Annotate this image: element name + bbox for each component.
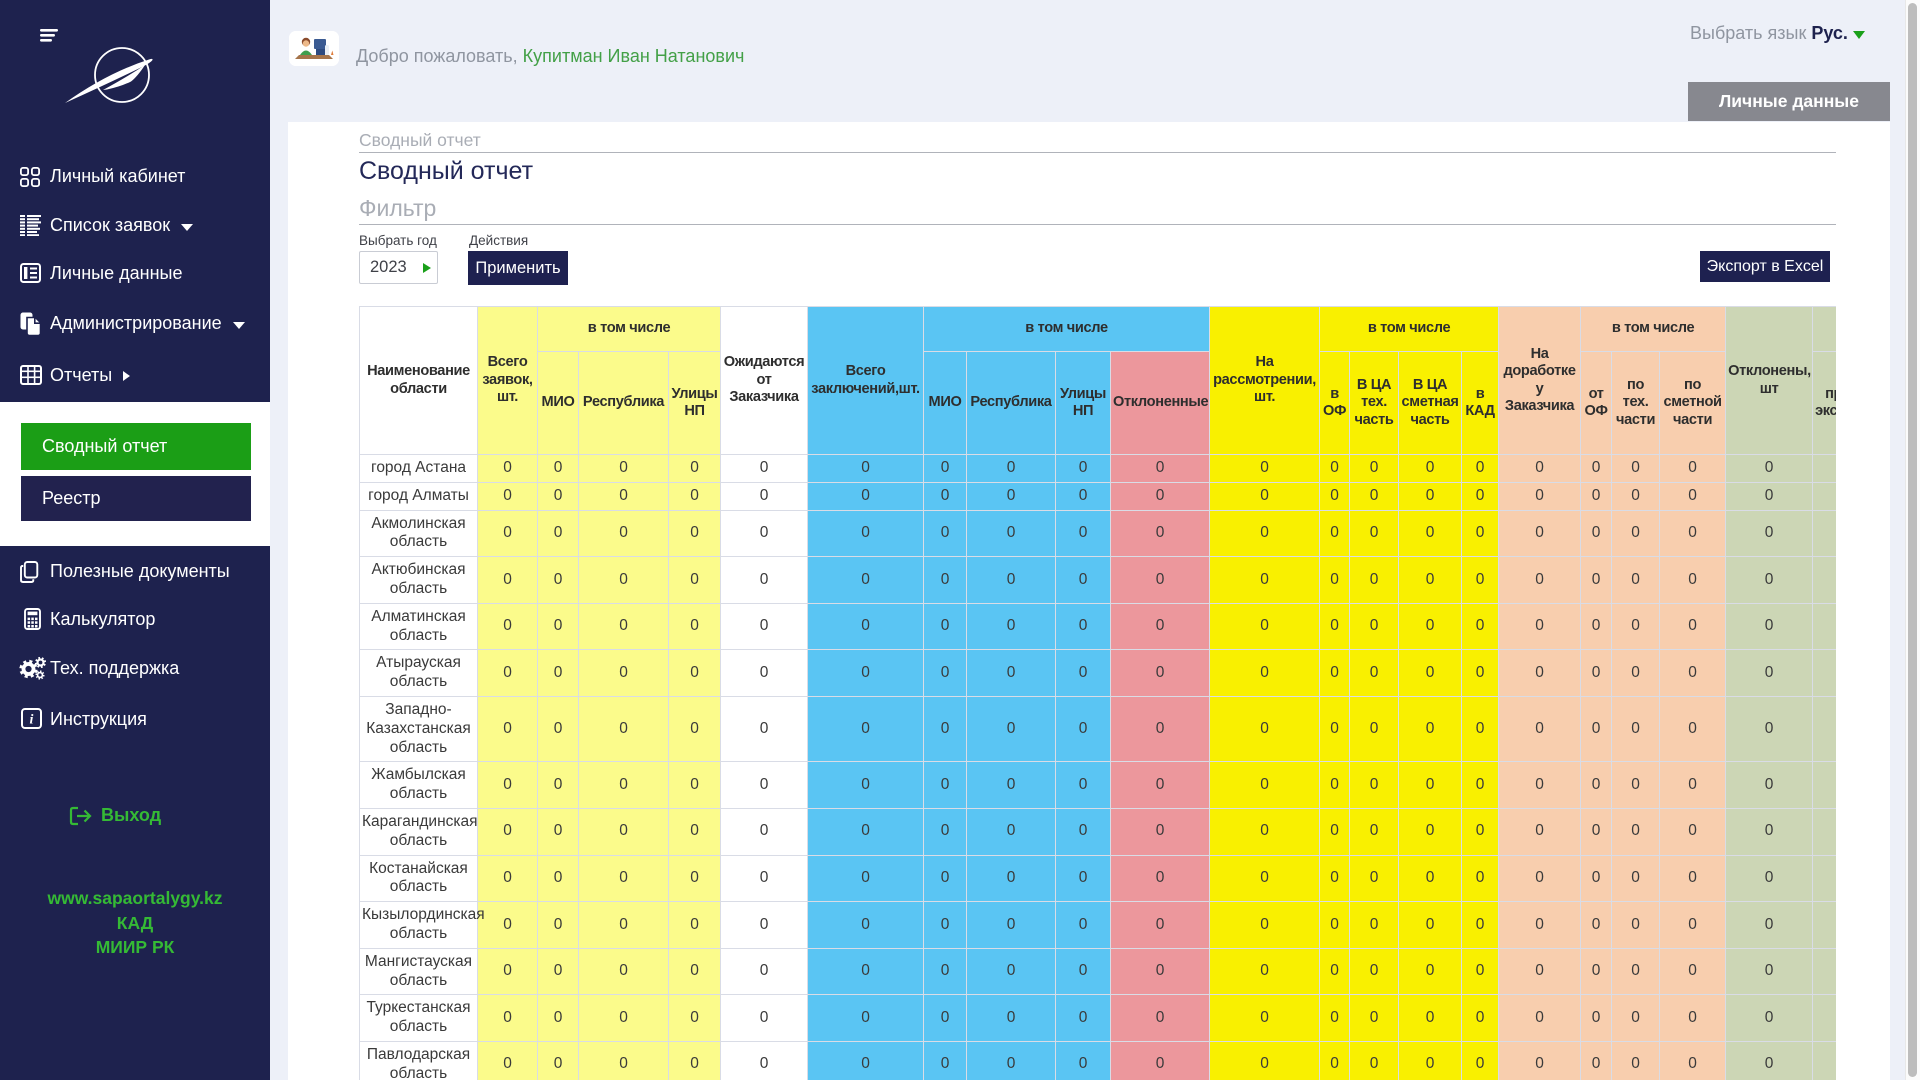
svg-text:i: i	[30, 713, 34, 728]
